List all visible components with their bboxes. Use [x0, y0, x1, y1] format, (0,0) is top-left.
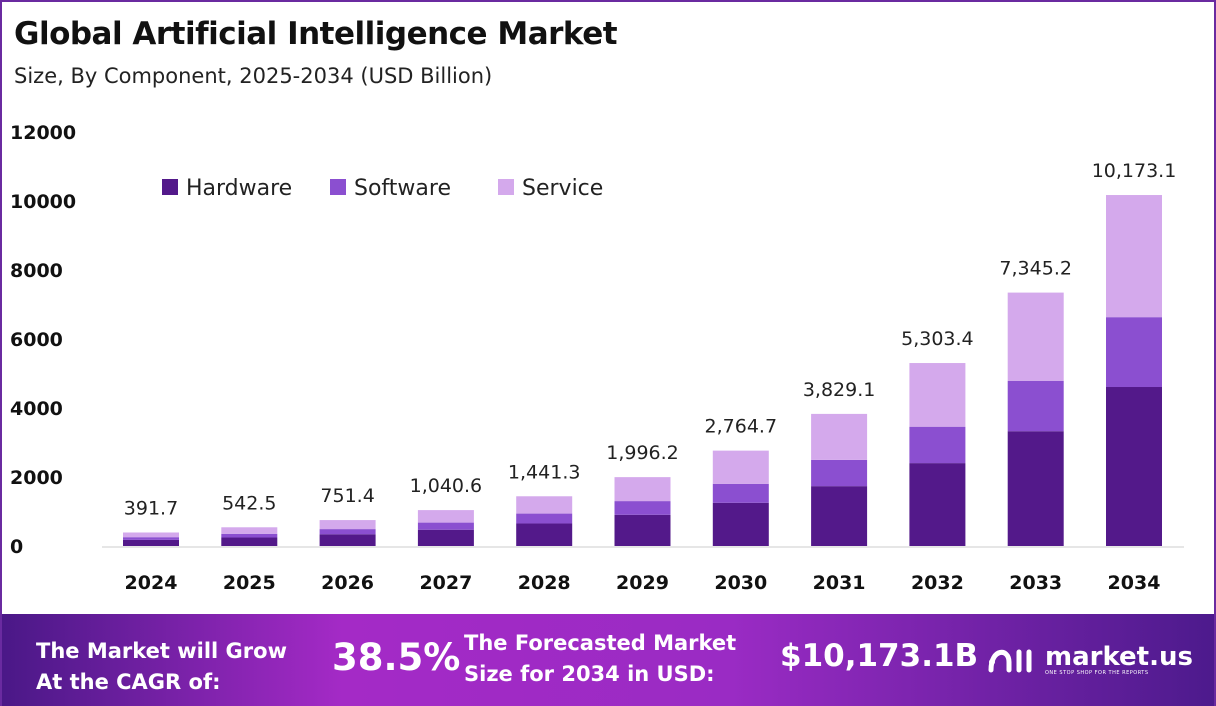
x-tick-label: 2033 — [1009, 572, 1062, 594]
bar-segment-software — [417, 522, 474, 530]
bar-segment-software — [811, 459, 868, 487]
bar-segment-hardware — [221, 537, 278, 546]
bar-segment-software — [614, 501, 671, 515]
x-tick-label: 2026 — [321, 572, 374, 594]
bar-segment-hardware — [811, 486, 868, 546]
y-tick-label: 10000 — [10, 191, 76, 213]
chart-subtitle: Size, By Component, 2025-2034 (USD Billi… — [14, 64, 493, 88]
total-data-label: 391.7 — [124, 497, 178, 519]
market-us-logo: market.us ONE STOP SHOP FOR THE REPORTS — [987, 640, 1193, 680]
bar-segment-hardware — [712, 502, 769, 546]
bar-segment-software — [319, 529, 376, 535]
total-data-label: 7,345.2 — [999, 258, 1072, 280]
bar-segment-hardware — [614, 514, 671, 546]
bar-segment-service — [1007, 292, 1064, 381]
bar-segment-service — [614, 477, 671, 502]
logo-tagline: ONE STOP SHOP FOR THE REPORTS — [1045, 670, 1149, 676]
cagr-label-line1: The Market will Grow — [36, 639, 287, 663]
x-tick-label: 2027 — [419, 572, 472, 594]
legend-swatch-hardware — [162, 179, 178, 195]
bar-segment-software — [1106, 317, 1162, 388]
bar-segment-software — [1007, 380, 1064, 432]
bar-segment-service — [1106, 195, 1162, 318]
total-data-label: 1,996.2 — [606, 442, 679, 464]
bar-segment-hardware — [1007, 431, 1064, 546]
bar-segment-hardware — [1106, 387, 1162, 546]
forecast-label-line2: Size for 2034 in USD: — [464, 662, 715, 686]
bar-segment-software — [909, 426, 966, 464]
legend-swatch-service — [498, 179, 514, 195]
total-data-label: 1,040.6 — [410, 475, 483, 497]
x-tick-label: 2031 — [813, 572, 866, 594]
total-data-label: 751.4 — [320, 485, 374, 507]
bar-segment-hardware — [123, 539, 179, 546]
bar-segment-software — [221, 533, 278, 538]
bar-segment-software — [123, 537, 179, 540]
total-data-label: 542.5 — [222, 492, 276, 514]
total-data-label: 2,764.7 — [705, 416, 778, 438]
bar-segment-service — [123, 532, 179, 538]
y-tick-label: 8000 — [10, 260, 63, 282]
legend-label-software: Software — [354, 176, 451, 201]
legend-swatch-software — [330, 179, 346, 195]
y-tick-label: 6000 — [10, 329, 63, 351]
legend-label-service: Service — [522, 176, 603, 201]
bar-segment-hardware — [319, 534, 376, 546]
cagr-value: 38.5% — [332, 636, 461, 679]
legend-label-hardware: Hardware — [186, 176, 292, 201]
bar-segment-service — [417, 510, 474, 523]
logo-icon — [988, 649, 1032, 673]
bar-segment-service — [221, 527, 278, 534]
y-tick-label: 12000 — [10, 122, 76, 144]
x-tick-label: 2030 — [714, 572, 767, 594]
total-data-label: 5,303.4 — [901, 328, 974, 350]
bar-segment-software — [712, 483, 769, 503]
bar-segment-hardware — [417, 529, 474, 546]
bar-segment-hardware — [516, 523, 573, 546]
x-tick-label: 2025 — [223, 572, 276, 594]
cagr-label: The Market will Grow At the CAGR of: — [36, 636, 287, 698]
bar-chart: 0 2000 4000 6000 8000 10000 12000 391.7 2024 542.… — [10, 122, 1184, 594]
summary-banner: The Market will Grow At the CAGR of: 38.… — [2, 614, 1214, 706]
y-tick-label: 4000 — [10, 398, 63, 420]
x-tick-label: 2028 — [518, 572, 571, 594]
total-data-label: 3,829.1 — [803, 379, 876, 401]
forecast-value: $10,173.1B — [780, 638, 979, 674]
chart-title: Global Artificial Intelligence Market — [14, 16, 618, 52]
y-tick-label: 2000 — [10, 467, 63, 489]
cagr-label-line2: At the CAGR of: — [36, 670, 221, 694]
x-tick-label: 2029 — [616, 572, 669, 594]
bar-segment-service — [811, 413, 868, 460]
bar-segment-service — [516, 496, 573, 514]
forecast-label-line1: The Forecasted Market — [464, 631, 737, 655]
x-tick-label: 2032 — [911, 572, 964, 594]
y-tick-label: 0 — [10, 536, 23, 558]
x-tick-label: 2034 — [1108, 572, 1161, 594]
bar-segment-software — [516, 513, 573, 524]
bar-segment-service — [319, 520, 376, 530]
forecast-label: The Forecasted Market Size for 2034 in U… — [464, 628, 736, 690]
total-data-label: 10,173.1 — [1092, 160, 1177, 182]
bar-segment-service — [909, 363, 966, 427]
total-data-label: 1,441.3 — [508, 461, 581, 483]
bar-segment-hardware — [909, 463, 966, 546]
logo-name: market.us — [1045, 642, 1193, 672]
x-tick-label: 2024 — [125, 572, 178, 594]
bar-segment-service — [712, 450, 769, 484]
